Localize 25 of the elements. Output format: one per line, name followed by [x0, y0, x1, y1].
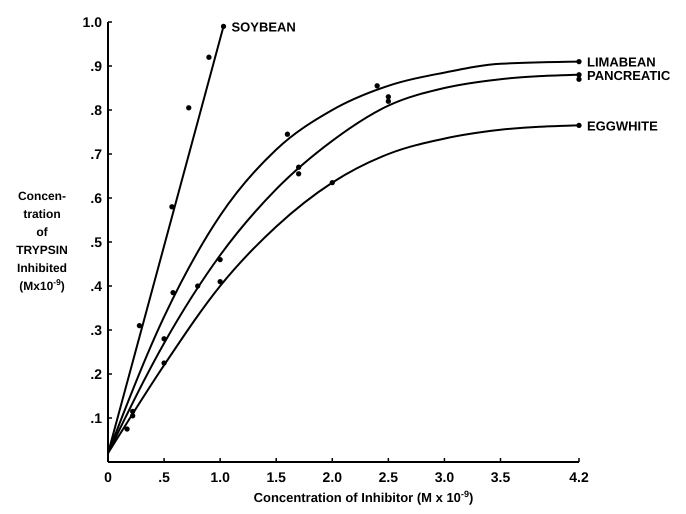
- x-tick-label: 3.5: [490, 469, 510, 485]
- series-label: PANCREATIC: [587, 68, 671, 83]
- x-tick-label: 3.0: [434, 469, 454, 485]
- y-tick-label: 1.0: [82, 14, 102, 30]
- x-tick-label: 2.0: [322, 469, 342, 485]
- y-tick-label: .8: [90, 102, 102, 118]
- x-tick-label: 2.5: [378, 469, 398, 485]
- y-axis-title: Concen- tration of TRYPSIN Inhibited (Mx10$^{-9}$): [16, 189, 68, 293]
- series-label: SOYBEAN: [232, 19, 296, 34]
- y-tick-label: .2: [90, 366, 102, 382]
- y-tick-label: .5: [90, 234, 102, 250]
- y-tick-label: .1: [90, 410, 102, 426]
- x-tick-label: 1.5: [266, 469, 286, 485]
- y-tick-label: .3: [90, 322, 102, 338]
- series-label: EGGWHITE: [587, 118, 658, 134]
- y-tick-label: .7: [90, 146, 102, 162]
- x-tick-label: 0: [104, 469, 112, 485]
- x-tick-label: 1.0: [210, 469, 230, 485]
- x-axis-title: Concentration of Inhibitor (M x 10$^{-9}$): [254, 489, 474, 505]
- series-label: LIMABEAN: [587, 54, 656, 70]
- x-tick-label: 4.2: [569, 469, 589, 485]
- x-tick-label: .5: [158, 469, 170, 485]
- y-tick-label: .9: [90, 58, 102, 74]
- y-tick-label: .6: [90, 190, 102, 206]
- y-tick-label: .4: [90, 278, 102, 294]
